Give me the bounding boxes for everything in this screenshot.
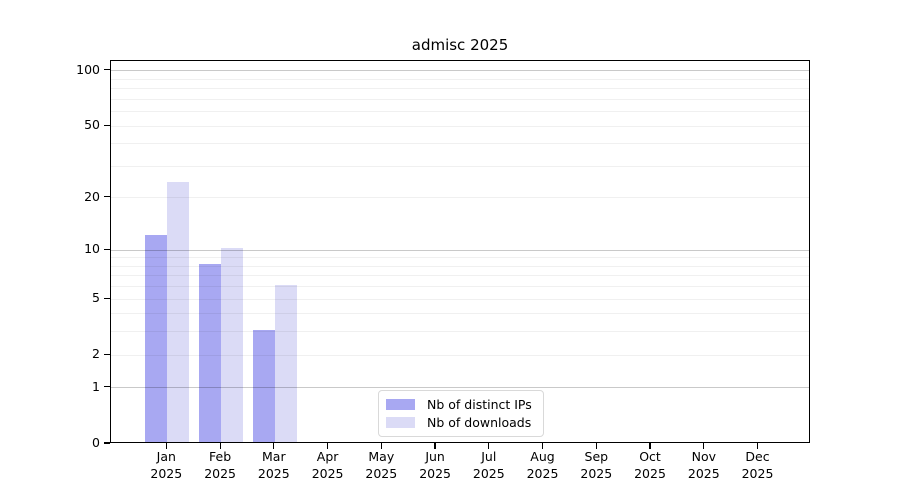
x-tick	[219, 443, 221, 449]
x-tick-label: Nov 2025	[687, 449, 720, 481]
x-tick-label: Jun 2025	[419, 449, 451, 481]
y-tick	[104, 297, 110, 299]
gridline-minor	[111, 286, 809, 288]
legend-label-distinct-ips: Nb of distinct IPs	[427, 397, 532, 412]
y-tick	[104, 69, 110, 71]
bar-downloads-mar	[274, 284, 297, 442]
y-tick-label: 50	[84, 117, 100, 133]
x-tick-label: Jan 2025	[150, 449, 183, 481]
gridline-minor	[111, 78, 809, 80]
legend-item-downloads: Nb of downloads	[386, 416, 533, 429]
x-tick-label: Mar 2025	[257, 449, 290, 481]
x-tick-label: Apr 2025	[311, 449, 344, 481]
bar-distinct-ips-jan	[145, 234, 168, 442]
bar-distinct-ips-feb	[199, 264, 222, 442]
gridline-minor	[111, 197, 809, 199]
bar-distinct-ips-mar	[252, 329, 275, 442]
x-tick	[703, 443, 705, 449]
gridline-minor	[111, 265, 809, 267]
gridline-minor	[111, 275, 809, 277]
gridline-minor	[111, 354, 809, 356]
x-tick	[488, 443, 490, 449]
x-tick	[273, 443, 275, 449]
x-tick	[380, 443, 382, 449]
gridline-major	[111, 70, 809, 72]
y-tick	[104, 124, 110, 126]
bar-downloads-jan	[167, 181, 190, 442]
gridline-minor	[111, 257, 809, 259]
x-tick-label: Jul 2025	[472, 449, 505, 481]
y-tick-label: 100	[76, 61, 100, 77]
x-tick-label: Aug 2025	[526, 449, 559, 481]
y-tick-label: 10	[84, 241, 100, 257]
y-tick	[104, 442, 110, 444]
gridline-minor	[111, 165, 809, 167]
x-tick	[434, 443, 436, 449]
gridline-minor	[111, 125, 809, 127]
y-tick	[104, 353, 110, 355]
y-tick	[104, 248, 110, 250]
legend-swatch-distinct-ips	[386, 399, 415, 410]
legend: Nb of distinct IPs Nb of downloads	[378, 390, 544, 437]
x-tick-label: Dec 2025	[741, 449, 774, 481]
plot-area	[110, 60, 810, 443]
gridline-major	[111, 387, 809, 389]
x-tick	[649, 443, 651, 449]
x-tick-label: May 2025	[365, 449, 398, 481]
legend-label-downloads: Nb of downloads	[427, 415, 532, 430]
gridline-minor	[111, 143, 809, 145]
y-tick-label: 20	[84, 188, 100, 204]
chart-title: admisc 2025	[411, 36, 509, 54]
gridline-major	[111, 249, 809, 251]
x-tick-label: Sep 2025	[580, 449, 613, 481]
y-tick	[104, 386, 110, 388]
gridline-minor	[111, 111, 809, 113]
y-tick	[104, 196, 110, 198]
x-tick	[756, 443, 759, 449]
x-tick	[326, 443, 329, 449]
x-tick	[541, 443, 544, 449]
x-tick	[595, 443, 597, 449]
x-tick-label: Oct 2025	[634, 449, 666, 481]
y-tick-label: 5	[92, 290, 100, 306]
x-tick-label: Feb 2025	[204, 449, 236, 481]
gridline-minor	[111, 98, 809, 100]
gridline-minor	[111, 313, 809, 315]
x-tick	[165, 443, 167, 449]
gridline-minor	[111, 298, 809, 300]
gridline-minor	[111, 88, 809, 90]
legend-item-distinct-ips: Nb of distinct IPs	[386, 398, 533, 411]
bar-downloads-feb	[221, 248, 244, 442]
y-tick-label: 1	[92, 378, 100, 394]
y-tick-label: 0	[92, 435, 100, 450]
y-tick-label: 2	[92, 346, 100, 362]
gridline-minor	[111, 331, 809, 333]
legend-swatch-downloads	[386, 417, 415, 428]
